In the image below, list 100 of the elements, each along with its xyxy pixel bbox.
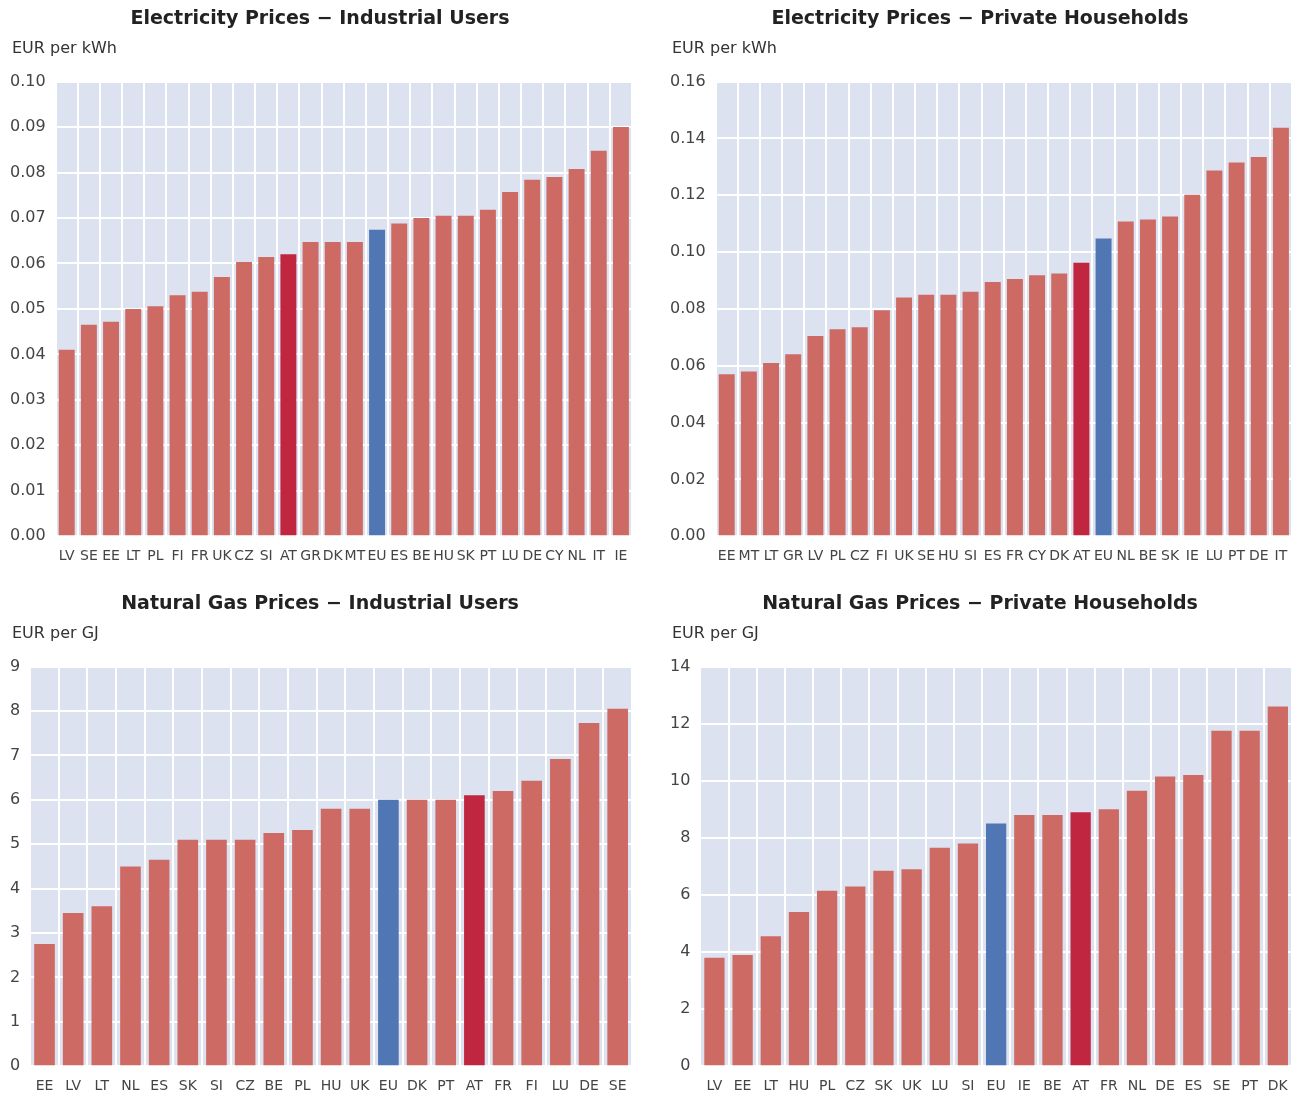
bar xyxy=(785,354,802,536)
x-tick-label: SK xyxy=(178,1077,198,1094)
y-tick-label: 4 xyxy=(9,877,21,897)
x-tick-label: IE xyxy=(614,547,628,564)
bar xyxy=(873,310,890,536)
x-tick-label: PT xyxy=(479,547,497,564)
x-tick-label: DK xyxy=(407,1077,428,1094)
y-tick-label: 4 xyxy=(680,941,691,961)
bar xyxy=(1014,815,1035,1066)
bar xyxy=(524,179,541,536)
bar xyxy=(1250,156,1267,536)
y-tick-label: 0.10 xyxy=(670,241,706,261)
bar xyxy=(125,308,142,536)
bar xyxy=(479,209,496,536)
bar xyxy=(901,869,922,1066)
bar xyxy=(1070,812,1091,1066)
x-tick-label: PL xyxy=(819,1077,836,1094)
y-tick-label: 0.12 xyxy=(670,184,706,204)
x-tick-label: LU xyxy=(551,1077,570,1094)
x-tick-label: BE xyxy=(1043,1077,1062,1094)
y-tick-label: 12 xyxy=(670,712,691,732)
x-tick-label: LV xyxy=(807,547,824,564)
y-tick-label: 0 xyxy=(9,1055,21,1075)
bar xyxy=(391,223,408,536)
x-tick-label: SK xyxy=(456,547,476,564)
bar xyxy=(546,177,563,536)
x-tick-label: UK xyxy=(894,547,915,564)
y-tick-label: 0.08 xyxy=(670,298,706,318)
chart-title: Natural Gas Prices − Industrial Users xyxy=(120,591,520,613)
bar xyxy=(492,790,514,1066)
x-tick-label: ES xyxy=(150,1077,169,1094)
x-tick-label: BE xyxy=(1138,547,1158,564)
bar xyxy=(1228,162,1245,536)
x-tick-label: EU xyxy=(1094,547,1114,564)
x-tick-label: HU xyxy=(938,547,959,564)
x-tick-label: AT xyxy=(1072,547,1091,564)
x-tick-label: SE xyxy=(608,1077,627,1094)
bar xyxy=(263,833,285,1066)
x-tick-label: SK xyxy=(874,1077,894,1094)
bar xyxy=(1139,219,1156,536)
bar xyxy=(1006,279,1023,536)
y-tick-label: 0.02 xyxy=(670,468,706,488)
bar xyxy=(169,295,186,536)
x-tick-label: ES xyxy=(1184,1077,1203,1094)
x-tick-label: SE xyxy=(1212,1077,1231,1094)
bar xyxy=(346,242,363,536)
x-tick-label: LU xyxy=(1205,547,1224,564)
x-tick-label: LU xyxy=(501,547,519,564)
bar xyxy=(984,281,1001,536)
x-tick-label: LT xyxy=(763,547,779,564)
bar xyxy=(120,866,141,1066)
y-tick-label: 0.05 xyxy=(10,298,46,318)
y-tick-label: 6 xyxy=(680,884,691,904)
x-tick-label: AT xyxy=(279,547,298,564)
bar xyxy=(962,291,979,536)
bar xyxy=(177,839,199,1066)
bar xyxy=(34,944,55,1066)
x-tick-label: PL xyxy=(147,547,164,564)
bar xyxy=(568,168,585,536)
bar xyxy=(148,859,170,1066)
bar xyxy=(732,954,753,1066)
x-tick-label: EE xyxy=(717,547,736,564)
x-tick-label: HU xyxy=(433,547,454,564)
bar xyxy=(929,847,950,1066)
bar xyxy=(147,306,164,536)
x-tick-label: MT xyxy=(344,547,366,564)
bar xyxy=(1267,706,1288,1066)
x-tick-label: UK xyxy=(350,1077,371,1094)
bar xyxy=(302,242,319,536)
y-tick-label: 14 xyxy=(670,655,691,675)
bar xyxy=(280,254,297,536)
x-tick-label: PT xyxy=(437,1077,455,1094)
y-tick-label: 8 xyxy=(680,827,691,847)
bar xyxy=(213,277,230,536)
x-tick-label: FI xyxy=(525,1077,538,1094)
x-tick-label: EU xyxy=(378,1077,398,1094)
x-tick-label: CY xyxy=(1028,547,1047,564)
bar xyxy=(760,936,781,1066)
y-tick-label: 2 xyxy=(680,998,691,1018)
y-tick-label: 0.01 xyxy=(10,479,46,499)
x-tick-label: LU xyxy=(931,1077,949,1094)
x-tick-label: FR xyxy=(1006,547,1025,564)
y-tick-label: 0.02 xyxy=(10,434,46,454)
bar xyxy=(607,708,628,1066)
y-axis-title: EUR per GJ xyxy=(12,623,99,642)
x-tick-label: UK xyxy=(901,1077,923,1094)
bar xyxy=(521,780,543,1066)
bar xyxy=(816,890,838,1066)
x-tick-label: SI xyxy=(964,547,978,564)
x-tick-label: CZ xyxy=(234,547,254,564)
x-tick-label: DE xyxy=(579,1077,599,1094)
x-tick-label: PT xyxy=(1241,1077,1259,1094)
bar xyxy=(940,294,957,536)
y-axis-title: EUR per GJ xyxy=(672,623,759,642)
x-tick-label: ES xyxy=(983,547,1002,564)
bar xyxy=(807,335,824,536)
bar xyxy=(1183,775,1204,1066)
y-tick-label: 0.07 xyxy=(10,207,46,227)
bar xyxy=(62,913,84,1066)
y-tick-label: 0.03 xyxy=(10,388,46,408)
